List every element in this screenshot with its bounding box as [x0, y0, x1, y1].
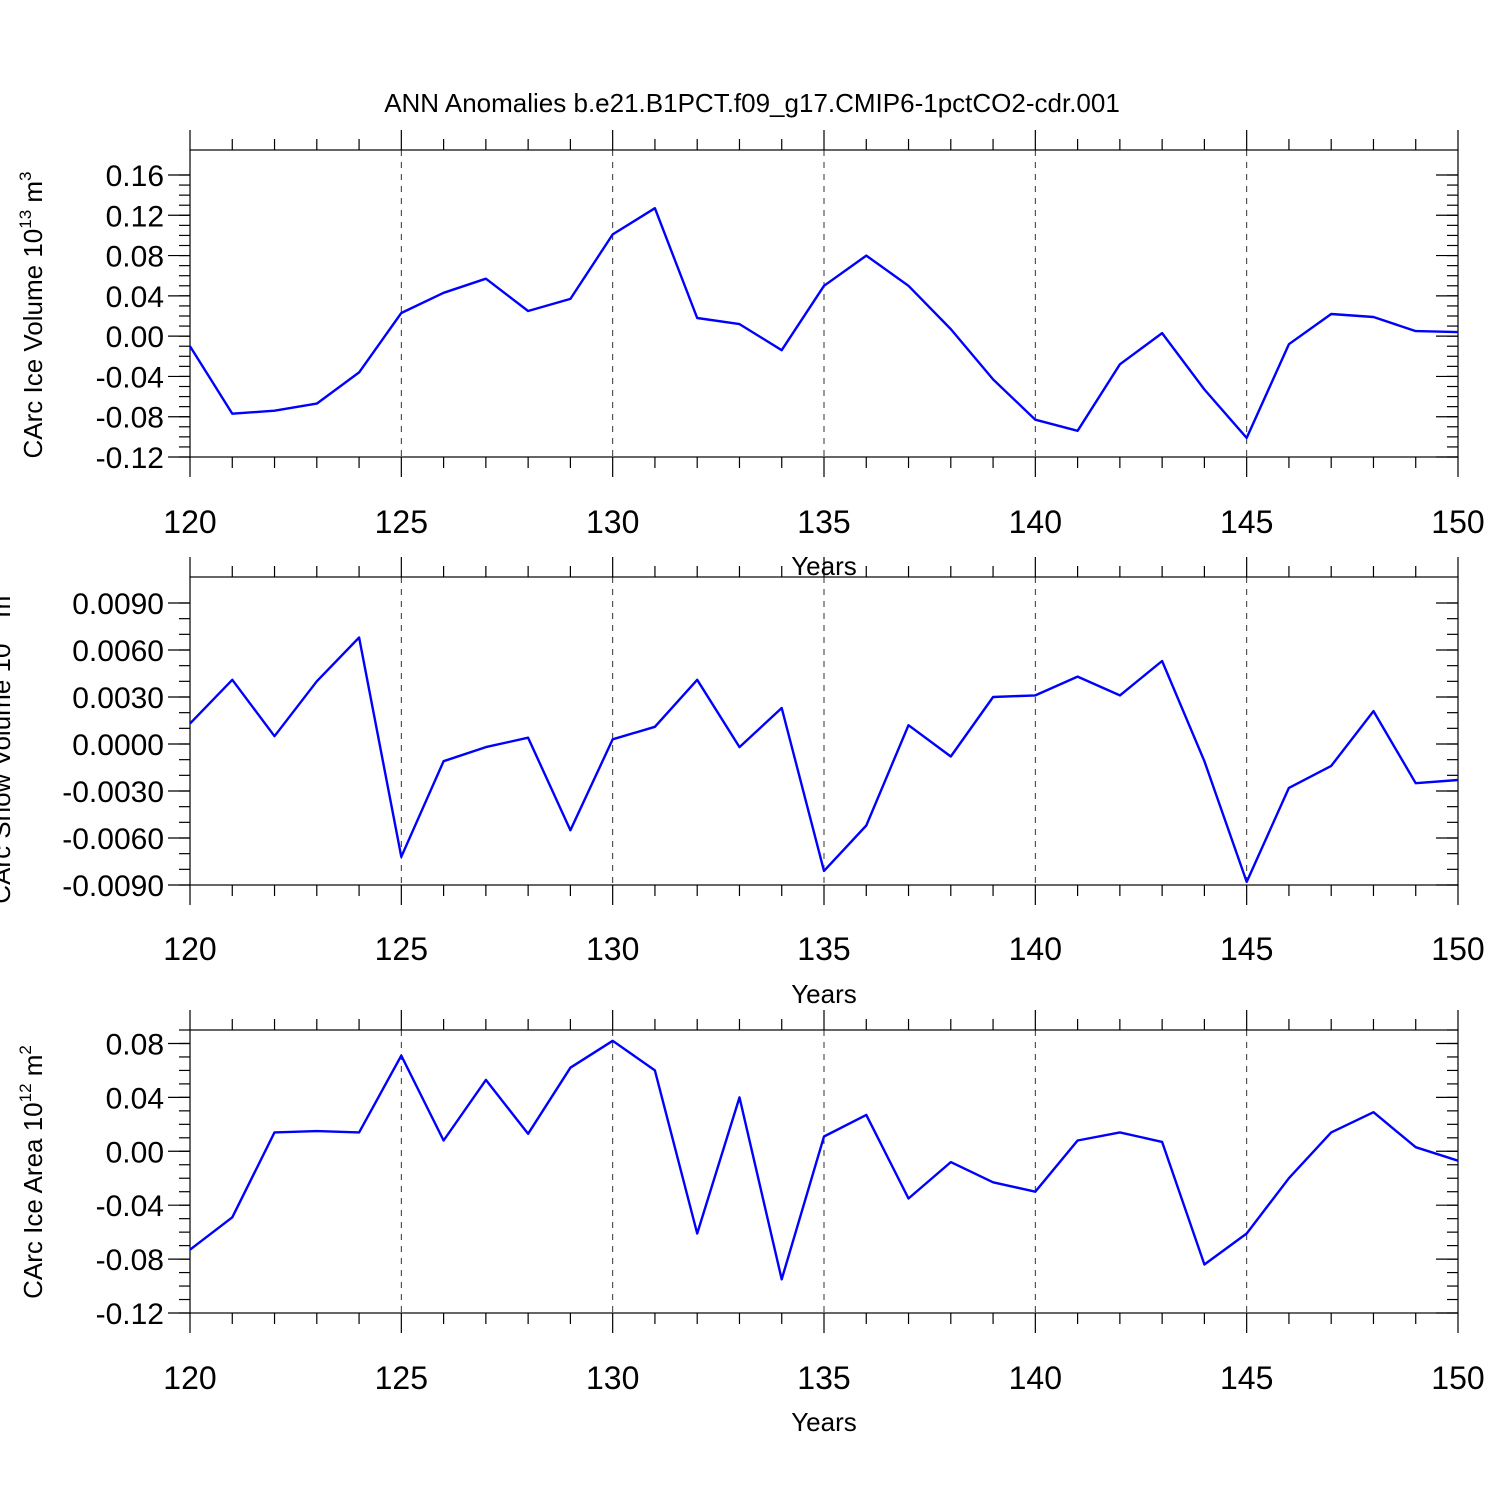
y-axis-label-unit-exp: 3: [0, 586, 3, 595]
x-tick-label: 135: [797, 931, 850, 967]
x-tick-label: 125: [375, 931, 428, 967]
x-tick-label: 140: [1009, 1360, 1062, 1396]
plot-frame: [189, 149, 1459, 458]
x-tick-label: 150: [1431, 504, 1484, 540]
y-axis-label-main: CArc Ice Area 10: [18, 1102, 48, 1299]
y-tick-label: 0.08: [106, 1028, 164, 1061]
x-tick-label: 145: [1220, 1360, 1273, 1396]
y-tick-label: -0.08: [96, 402, 164, 435]
x-tick-label: 140: [1009, 504, 1062, 540]
y-axis-label-unit: m: [18, 1055, 48, 1084]
x-tick-label: 130: [586, 1360, 639, 1396]
y-tick-label: -0.12: [96, 442, 164, 475]
panel-2: 0.0090 0.0060 0.0030 0.0000 -0.0030 -0.0060 -0…: [0, 557, 1485, 1009]
x-tick-label: 145: [1220, 504, 1273, 540]
y-axis-label: CArc Ice Volume 1013 m3: [16, 171, 48, 458]
y-tick-label: -0.0090: [62, 870, 164, 903]
y-tick-label: 0.04: [106, 281, 164, 314]
y-tick-label: 0.08: [106, 241, 164, 274]
x-tick-label: 120: [163, 1360, 216, 1396]
panel-3: 0.08 0.04 0.00 -0.04 -0.08 -0.12 120 125 130 135 1…: [16, 1010, 1485, 1437]
y-axis-label-main: CArc Ice Volume 10: [18, 229, 48, 459]
y-tick-label: 0.0060: [72, 635, 164, 668]
y-tick-label: 0.16: [106, 160, 164, 193]
y-tick-label: -0.0060: [62, 823, 164, 856]
plot-frame: [189, 576, 1459, 886]
x-tick-label: 150: [1431, 931, 1484, 967]
y-axis-label: CArc Ice Area 1012 m2: [16, 1045, 48, 1299]
y-tick-label: 0.00: [106, 1136, 164, 1169]
x-axis-label: Years: [791, 979, 857, 1009]
y-tick-label: -0.0030: [62, 776, 164, 809]
y-tick-label: 0.04: [106, 1082, 164, 1115]
x-tick-label: 130: [586, 504, 639, 540]
series-line: [189, 636, 1459, 884]
x-tick-label: 145: [1220, 931, 1273, 967]
y-axis-label-exp: 12: [16, 1083, 35, 1102]
y-tick-label: 0.00: [106, 321, 164, 354]
y-tick-label: -0.04: [96, 1190, 164, 1223]
y-tick-label: -0.12: [96, 1298, 164, 1331]
x-tick-label: 120: [163, 504, 216, 540]
panel-1: 0.16 0.12 0.08 0.04 0.00 -0.04 -0.08 -0.12 120 12…: [16, 130, 1485, 581]
x-tick-label: 150: [1431, 1360, 1484, 1396]
y-tick-label: -0.04: [96, 361, 164, 394]
x-tick-label: 125: [375, 1360, 428, 1396]
y-axis-label-unit-exp: 2: [16, 1045, 35, 1054]
y-axis-label-unit: m: [0, 596, 16, 625]
x-tick-label: 140: [1009, 931, 1062, 967]
series-line: [188, 206, 1459, 440]
y-tick-label: 0.12: [106, 200, 164, 233]
y-tick-label: 0.0090: [72, 588, 164, 621]
y-axis-label: CArc Snow Volume 1013 m3: [0, 586, 16, 903]
y-tick-label: 0.0030: [72, 682, 164, 715]
y-axis-label-exp: 13: [16, 210, 35, 229]
x-axis-label: Years: [791, 1407, 857, 1437]
x-tick-label: 120: [163, 931, 216, 967]
y-tick-label: -0.08: [96, 1244, 164, 1277]
y-tick-label: 0.0000: [72, 729, 164, 762]
y-axis-label-unit: m: [18, 181, 48, 210]
y-axis-label-main: CArc Snow Volume 10: [0, 644, 16, 904]
chart-title: ANN Anomalies b.e21.B1PCT.f09_g17.CMIP6-…: [384, 88, 1120, 118]
y-axis-label-exp: 13: [0, 625, 3, 644]
y-axis-label-unit-exp: 3: [16, 171, 35, 180]
x-tick-label: 130: [586, 931, 639, 967]
x-tick-label: 135: [797, 1360, 850, 1396]
x-tick-label: 135: [797, 504, 850, 540]
x-tick-label: 125: [375, 504, 428, 540]
series-line: [189, 1039, 1459, 1281]
